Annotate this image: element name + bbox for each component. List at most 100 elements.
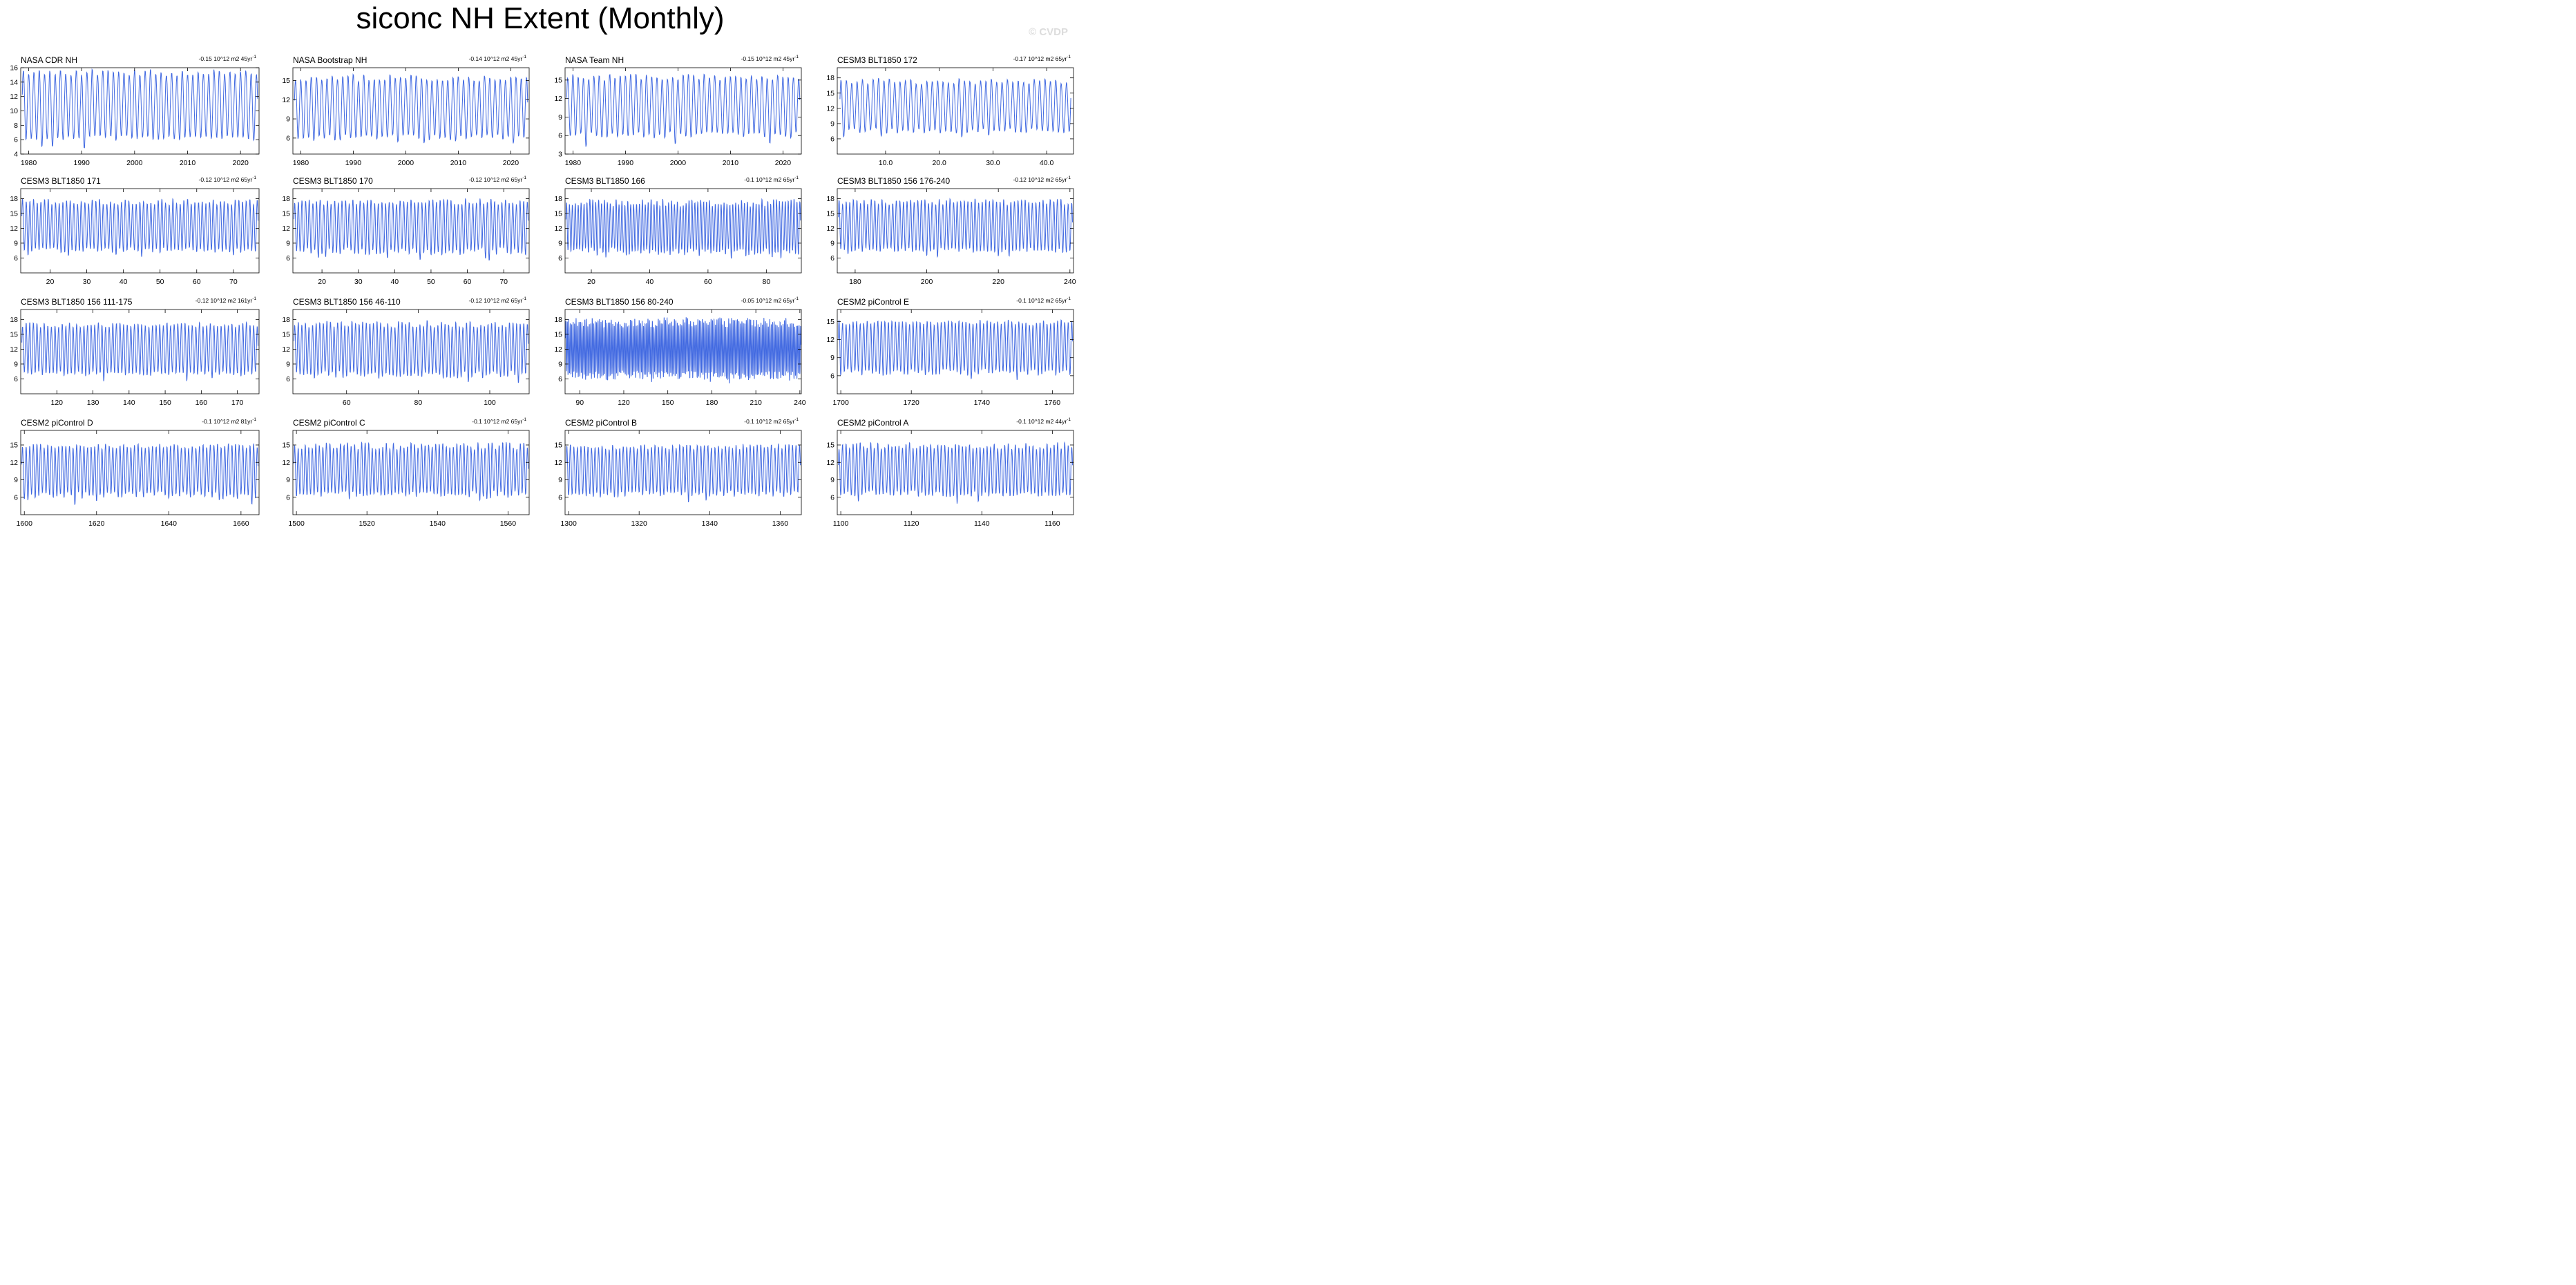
trend-value: -0.17 10^12 m2 65yr [1013,55,1067,62]
series-line [21,443,258,505]
x-tick-label: 100 [484,399,496,407]
trend-unit-exponent: -1 [1067,55,1071,59]
trend-value: -0.12 10^12 m2 65yr [469,297,523,304]
series-line [21,321,258,381]
x-tick-label: 50 [427,278,435,286]
y-tick-label: 12 [554,95,562,103]
trend-value: -0.15 10^12 m2 45yr [199,55,253,62]
x-tick-label: 120 [618,399,630,407]
x-tick-label: 180 [706,399,718,407]
y-tick-label: 16 [10,64,18,73]
trend-label: -0.1 10^12 m2 65yr-1 [472,417,526,425]
trend-unit-exponent: -1 [522,175,526,180]
y-tick-label: 9 [14,360,18,368]
x-tick-label: 50 [156,278,164,286]
x-tick-label: 180 [849,278,861,286]
trend-label: -0.1 10^12 m2 65yr-1 [1016,296,1071,304]
series-line [294,320,528,383]
panel-title: CESM2 piControl E [837,297,909,307]
plot-frame [292,430,530,515]
series-line [294,198,528,261]
trend-label: -0.15 10^12 m2 45yr-1 [199,55,257,62]
y-tick-label: 10 [10,107,18,115]
x-tick-label: 70 [499,278,508,286]
x-tick-label: 1120 [904,520,919,528]
y-tick-label: 6 [558,254,562,263]
x-tick-label: 10.0 [879,159,893,167]
plot-frame [564,188,802,274]
x-tick-label: 1140 [974,520,990,528]
y-tick-label: 15 [554,76,562,84]
x-tick-label: 170 [231,399,244,407]
x-tick-label: 2000 [126,159,143,167]
chart-panel: NASA Bootstrap NH -0.14 10^12 m2 45yr-1 6 9… [282,55,530,167]
series-line [838,198,1073,258]
x-tick-label: 1760 [1044,399,1061,407]
y-tick-label: 6 [558,493,562,502]
y-tick-label: 6 [830,372,834,380]
trend-value: -0.15 10^12 m2 45yr [741,55,795,62]
y-tick-label: 18 [826,74,834,82]
y-tick-label: 9 [14,239,18,247]
plot-frame [292,309,530,394]
y-tick-label: 12 [282,225,290,233]
x-tick-label: 130 [87,399,99,407]
x-tick-label: 20 [587,278,595,286]
panel-title: CESM3 BLT1850 172 [837,55,917,65]
y-tick-label: 18 [10,195,18,203]
x-tick-label: 80 [762,278,770,286]
y-tick-label: 9 [286,476,290,484]
x-tick-label: 1700 [832,399,849,407]
x-tick-label: 20 [46,278,55,286]
y-tick-label: 6 [14,493,18,502]
trend-label: -0.12 10^12 m2 161yr-1 [195,296,257,304]
y-tick-label: 6 [558,375,562,383]
trend-label: -0.17 10^12 m2 65yr-1 [1013,55,1071,62]
x-tick-label: 30 [354,278,363,286]
x-tick-label: 1990 [618,159,634,167]
x-tick-label: 160 [195,399,208,407]
y-tick-label: 9 [286,360,290,368]
y-tick-label: 15 [282,441,290,450]
y-tick-label: 12 [10,93,18,101]
series-line [294,73,528,144]
panel-title: CESM2 piControl B [565,418,637,428]
x-tick-label: 30 [83,278,91,286]
y-tick-label: 9 [558,476,562,484]
panel-title: CESM3 BLT1850 170 [293,176,373,186]
series-line [21,198,258,257]
trend-value: -0.12 10^12 m2 161yr [195,297,253,304]
series-line [565,198,801,259]
x-tick-label: 1540 [430,520,446,528]
plot-frame [292,188,530,274]
y-tick-label: 12 [282,345,290,354]
y-tick-label: 9 [830,354,834,362]
series-line [294,441,529,502]
y-tick-label: 9 [558,239,562,247]
plot-frame [837,430,1074,515]
trend-unit-exponent: -1 [252,296,256,301]
chart-panel: CESM2 piControl A -0.1 10^12 m2 44yr-1 6 9 1… [826,417,1074,528]
chart-panel: CESM2 piControl D -0.1 10^12 m2 81yr-1 6 9 1… [10,417,260,528]
x-tick-label: 240 [794,399,806,407]
x-tick-label: 1560 [500,520,517,528]
x-tick-label: 240 [1064,278,1076,286]
trend-label: -0.1 10^12 m2 81yr-1 [202,417,256,425]
trend-label: -0.14 10^12 m2 45yr-1 [469,55,527,62]
trend-label: -0.1 10^12 m2 65yr-1 [744,175,799,183]
trend-value: -0.12 10^12 m2 65yr [469,176,523,183]
plot-frame [837,309,1074,394]
x-tick-label: 2020 [775,159,792,167]
trend-unit-exponent: -1 [1067,417,1071,422]
trend-value: -0.12 10^12 m2 65yr [199,176,253,183]
y-tick-label: 6 [830,254,834,263]
y-tick-label: 15 [10,209,18,218]
y-tick-label: 9 [830,476,834,484]
y-tick-label: 15 [554,330,562,339]
x-tick-label: 2000 [398,159,414,167]
y-tick-label: 15 [554,209,562,218]
x-tick-label: 2010 [450,159,467,167]
trend-label: -0.12 10^12 m2 65yr-1 [199,175,257,183]
panel-title: CESM2 piControl D [21,418,93,428]
x-tick-label: 40 [646,278,654,286]
